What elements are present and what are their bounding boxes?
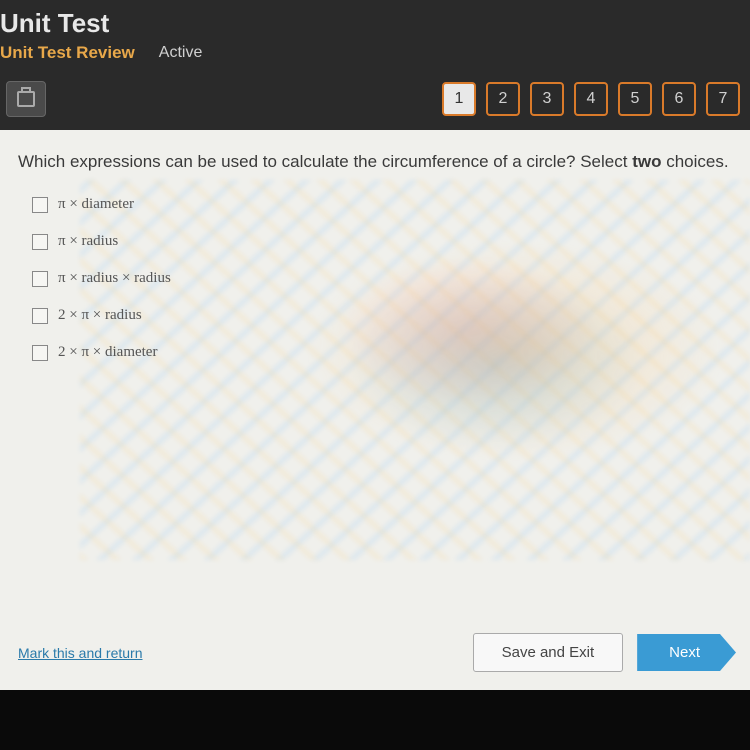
footer: Mark this and return Save and Exit Next (18, 633, 736, 672)
checkbox-5[interactable] (32, 345, 48, 361)
option-label-5: 2 × π × diameter (58, 344, 157, 361)
page-title: Unit Test (0, 8, 750, 39)
qnum-1[interactable]: 1 (442, 82, 476, 116)
bottom-bar (0, 690, 750, 750)
prompt-bold: two (632, 152, 661, 171)
option-3[interactable]: π × radius × radius (32, 270, 736, 287)
footer-buttons: Save and Exit Next (473, 633, 736, 672)
status-label: Active (159, 44, 203, 62)
print-icon (17, 91, 35, 107)
checkbox-3[interactable] (32, 271, 48, 287)
nav-row: 1 2 3 4 5 6 7 (0, 81, 750, 117)
print-button[interactable] (6, 81, 46, 117)
qnum-2[interactable]: 2 (486, 82, 520, 116)
subtitle-row: Unit Test Review Active (0, 43, 750, 63)
checkbox-1[interactable] (32, 197, 48, 213)
review-label: Unit Test Review (0, 43, 135, 63)
option-5[interactable]: 2 × π × diameter (32, 344, 736, 361)
qnum-5[interactable]: 5 (618, 82, 652, 116)
mark-return-link[interactable]: Mark this and return (18, 645, 143, 661)
option-label-3: π × radius × radius (58, 270, 171, 287)
qnum-6[interactable]: 6 (662, 82, 696, 116)
option-label-1: π × diameter (58, 196, 134, 213)
option-2[interactable]: π × radius (32, 233, 736, 250)
prompt-post: choices. (661, 152, 728, 171)
prompt-pre: Which expressions can be used to calcula… (18, 152, 632, 171)
header: Unit Test Unit Test Review Active 1 2 3 … (0, 0, 750, 130)
options-list: π × diameter π × radius π × radius × rad… (18, 196, 736, 361)
qnum-3[interactable]: 3 (530, 82, 564, 116)
qnum-4[interactable]: 4 (574, 82, 608, 116)
question-prompt: Which expressions can be used to calcula… (18, 152, 736, 172)
next-button[interactable]: Next (637, 634, 736, 671)
option-label-2: π × radius (58, 233, 118, 250)
save-exit-button[interactable]: Save and Exit (473, 633, 624, 672)
question-nav: 1 2 3 4 5 6 7 (442, 82, 740, 116)
option-4[interactable]: 2 × π × radius (32, 307, 736, 324)
checkbox-4[interactable] (32, 308, 48, 324)
option-label-4: 2 × π × radius (58, 307, 142, 324)
checkbox-2[interactable] (32, 234, 48, 250)
option-1[interactable]: π × diameter (32, 196, 736, 213)
content-area: Which expressions can be used to calcula… (0, 130, 750, 690)
qnum-7[interactable]: 7 (706, 82, 740, 116)
